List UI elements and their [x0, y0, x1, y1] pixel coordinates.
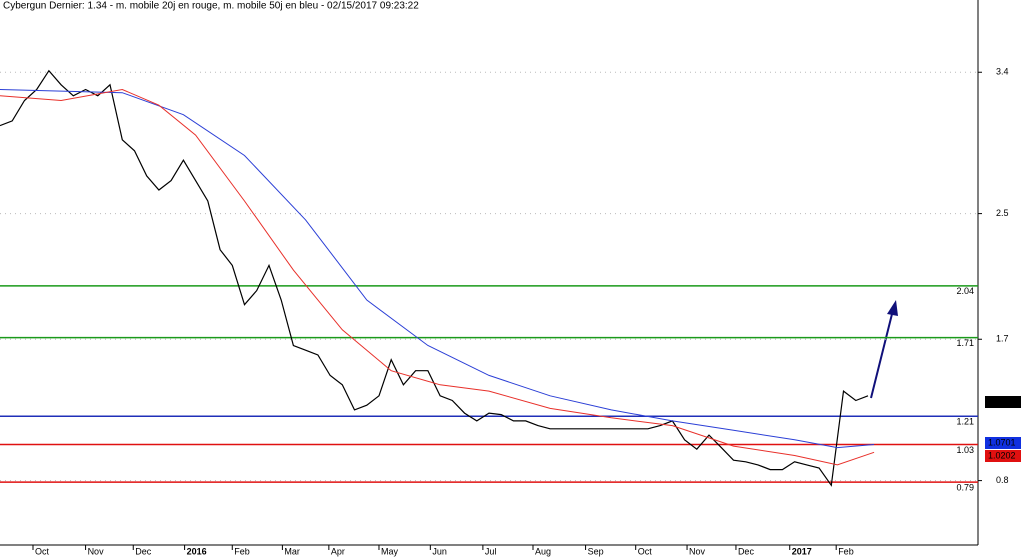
price-badge [985, 450, 1021, 462]
level-label: 1.71 [956, 338, 974, 348]
x-tick-label: Aug [535, 546, 551, 556]
x-tick-label: Apr [331, 546, 345, 556]
series-line [0, 88, 875, 466]
x-tick-label: Jun [432, 546, 447, 556]
price-badge [985, 437, 1021, 449]
x-tick-label: Dec [135, 546, 152, 556]
x-tick-label: 2016 [187, 546, 207, 556]
x-tick-label: Dec [738, 546, 755, 556]
x-tick-label: Oct [638, 546, 653, 556]
series-line [0, 89, 875, 449]
price-badge-label: 1.0202 [988, 450, 1016, 460]
level-label: 1.21 [956, 417, 974, 427]
x-tick-label: Oct [35, 546, 50, 556]
y-tick-label: 3.4 [996, 67, 1009, 77]
x-tick-label: Nov [88, 546, 105, 556]
chart-title: Cybergun Dernier: 1.34 - m. mobile 20j e… [3, 1, 419, 12]
y-tick-label: 0.8 [996, 475, 1009, 485]
x-tick-label: Mar [284, 546, 300, 556]
x-tick-label: Nov [689, 546, 706, 556]
x-tick-label: Feb [838, 546, 854, 556]
x-tick-label: May [381, 546, 399, 556]
x-tick-label: Jul [485, 546, 497, 556]
level-label: 0.79 [956, 483, 974, 493]
x-tick-label: Feb [234, 546, 250, 556]
price-badge-label: 1.0701 [988, 437, 1016, 447]
y-tick-label: 1.7 [996, 334, 1009, 344]
level-label: 2.04 [956, 286, 974, 296]
trend-arrow [870, 300, 898, 399]
price-badge [985, 396, 1021, 408]
x-tick-label: 2017 [792, 546, 812, 556]
y-tick-label: 2.5 [996, 208, 1009, 218]
price-badge-label: 1.34 [988, 396, 1006, 406]
x-tick-label: Sep [588, 546, 604, 556]
level-label: 1.03 [956, 445, 974, 455]
